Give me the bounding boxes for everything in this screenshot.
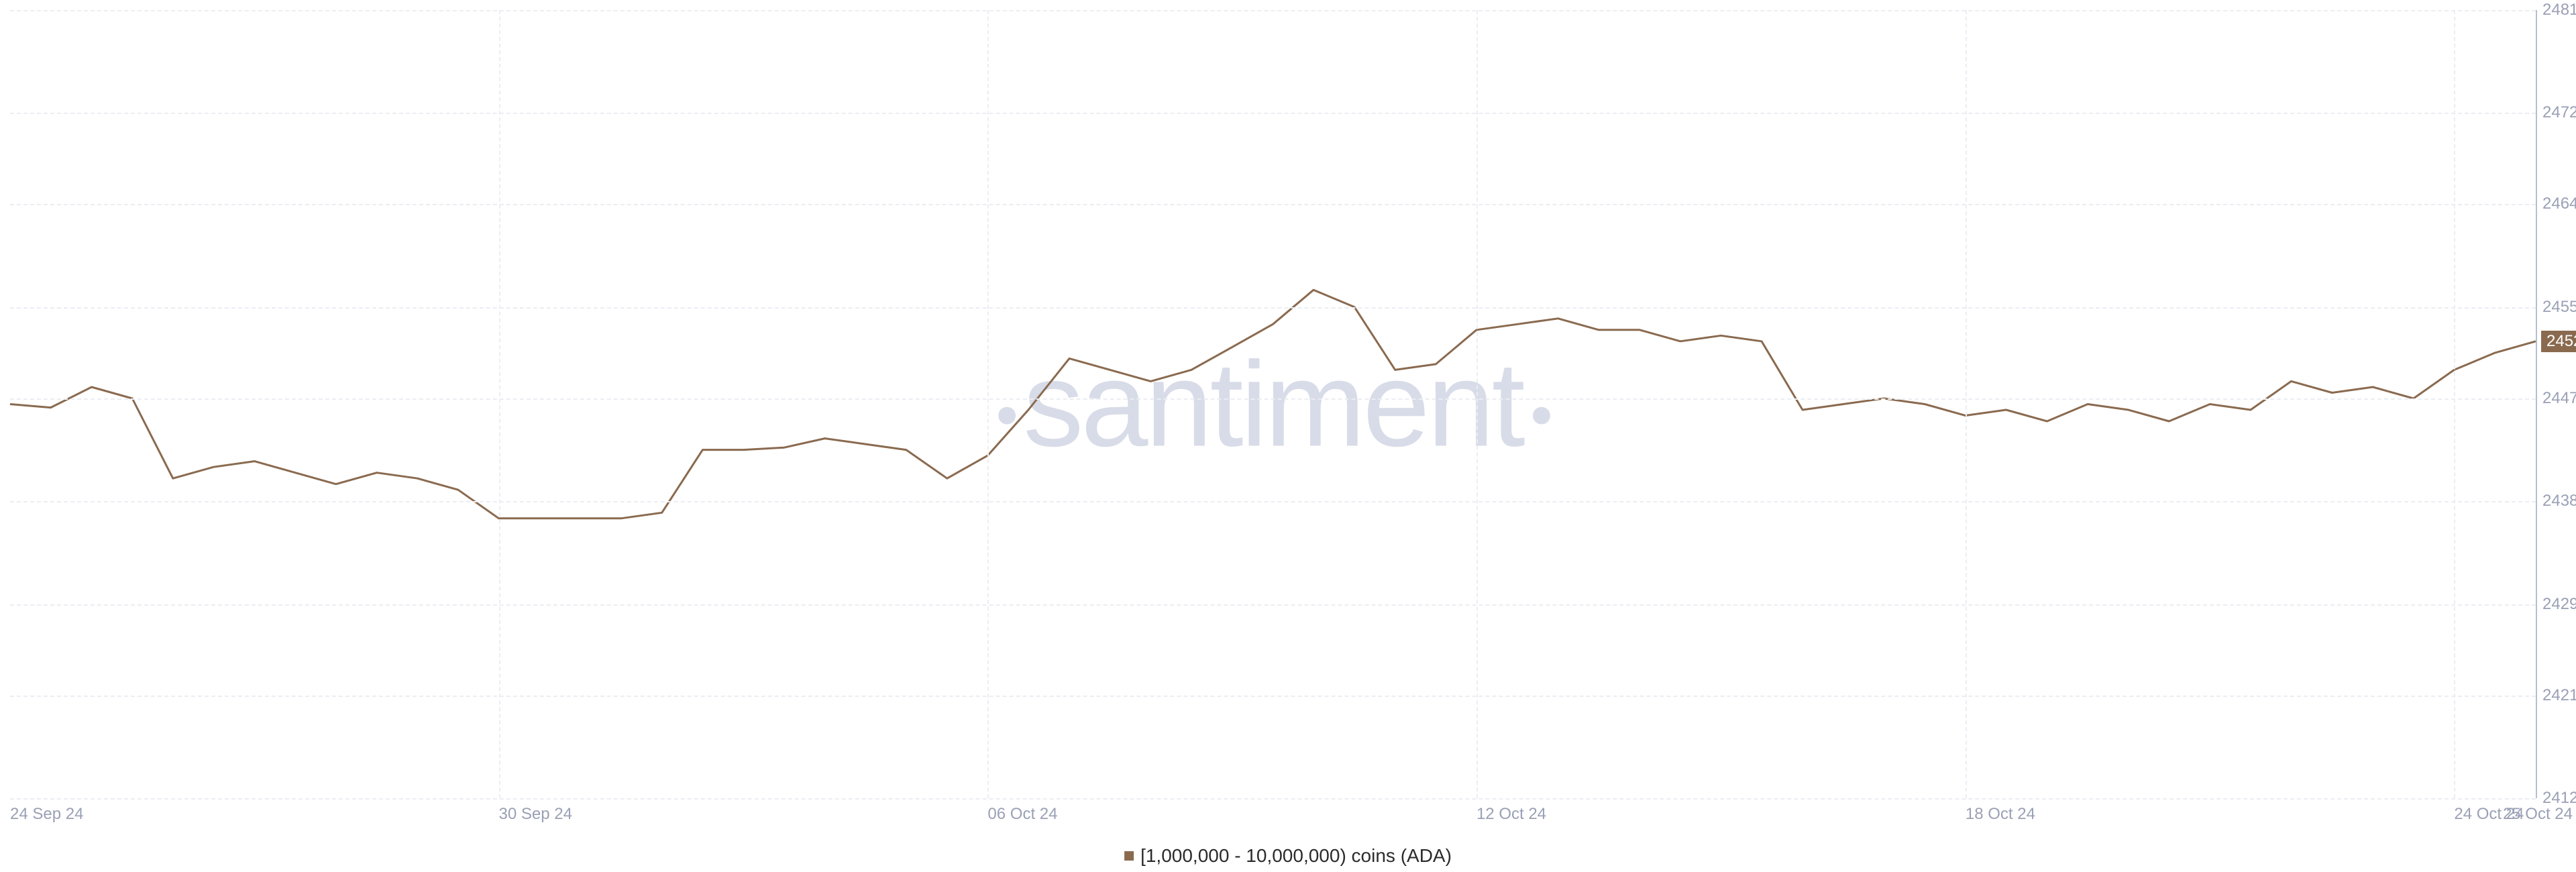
grid-line-horizontal <box>10 10 2536 11</box>
y-tick-label: 2472 <box>2542 103 2576 122</box>
y-tick-label: 2438 <box>2542 492 2576 510</box>
y-tick-label: 2481 <box>2542 1 2576 19</box>
grid-line-horizontal <box>10 696 2536 697</box>
line-chart-svg <box>10 10 2536 798</box>
y-tick-label: 2464 <box>2542 195 2576 213</box>
chart-container: ●santiment● 2452 [1,000,000 - 10,000,000… <box>0 0 2576 872</box>
grid-line-vertical <box>499 10 500 798</box>
y-tick-label: 2429 <box>2542 595 2576 614</box>
current-value-text: 2452 <box>2546 332 2576 350</box>
grid-line-horizontal <box>10 501 2536 502</box>
grid-line-vertical <box>987 10 989 798</box>
y-tick-label: 2421 <box>2542 686 2576 705</box>
grid-line-vertical <box>2454 10 2455 798</box>
legend-label: [1,000,000 - 10,000,000) coins (ADA) <box>1140 845 1452 867</box>
grid-line-horizontal <box>10 307 2536 309</box>
grid-line-vertical <box>1966 10 1967 798</box>
legend[interactable]: [1,000,000 - 10,000,000) coins (ADA) <box>1124 845 1452 867</box>
grid-line-horizontal <box>10 113 2536 114</box>
grid-line-vertical <box>1477 10 1478 798</box>
x-tick-label: 18 Oct 24 <box>1966 805 2035 824</box>
x-tick-label: 12 Oct 24 <box>1477 805 1546 824</box>
series-line <box>10 290 2536 519</box>
y-axis-line <box>2536 10 2537 798</box>
plot-area[interactable]: ●santiment● <box>10 10 2536 798</box>
current-value-badge: 2452 <box>2541 331 2576 352</box>
grid-line-horizontal <box>10 604 2536 606</box>
grid-line-horizontal <box>10 398 2536 400</box>
y-tick-label: 2455 <box>2542 298 2576 317</box>
x-tick-label: 25 Oct 24 <box>2503 805 2573 824</box>
legend-swatch <box>1124 851 1134 861</box>
x-tick-label: 06 Oct 24 <box>987 805 1057 824</box>
x-tick-label: 30 Sep 24 <box>499 805 572 824</box>
grid-line-horizontal <box>10 798 2536 800</box>
grid-line-horizontal <box>10 204 2536 205</box>
y-tick-label: 2447 <box>2542 389 2576 408</box>
x-tick-label: 24 Sep 24 <box>10 805 83 824</box>
